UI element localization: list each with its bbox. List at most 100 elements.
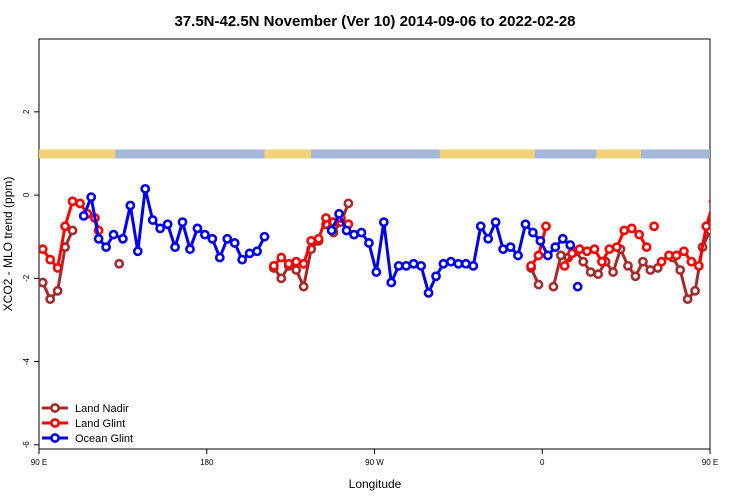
data-point [729,194,736,201]
data-point [483,233,494,244]
data-point [67,225,78,236]
legend-swatch-marker [50,433,60,443]
data-point [75,198,85,209]
data-point [693,260,704,271]
data-point [736,227,743,234]
data-point [708,198,710,205]
data-point [343,198,354,209]
data-point [52,263,63,273]
data-point [732,214,739,221]
data-point [513,250,523,261]
legend: Land Nadir Land Glint Ocean Glint [42,403,133,445]
data-point [736,235,743,242]
data-point [192,223,203,234]
data-point [259,231,270,242]
data-point [386,277,397,288]
data-point [634,229,645,240]
data-point [222,233,233,244]
data-point [585,267,596,277]
data-point [565,240,576,250]
legend-swatch-marker [50,403,60,413]
data-point [60,221,70,232]
x-tick-label: 90 E [31,458,47,467]
data-point [490,217,501,228]
data-point [535,235,546,246]
data-point [533,250,544,261]
data-point [125,200,136,211]
data-point [498,244,509,255]
data-point [170,242,180,253]
data-point [550,242,561,253]
data-point [408,258,419,269]
data-point [86,192,97,203]
data-point [416,260,426,271]
legend-item-land-nadir: Land Nadir [42,403,129,415]
data-point [690,285,700,296]
data-point [548,281,559,292]
data-point [276,252,287,263]
data-point [132,246,143,257]
data-point [306,235,317,246]
legend-label: Land Nadir [75,403,129,415]
data-point [393,260,404,271]
data-point [155,223,166,234]
data-point [593,269,604,280]
data-point [185,244,195,255]
y-tick-label: 2 [22,109,31,114]
chart-title: 37.5N-42.5N November (Ver 10) 2014-09-06… [174,13,575,30]
y-axis: 2 0 -2 -4 -6 [22,109,39,448]
data-point [589,244,600,255]
data-point [649,221,659,232]
data-point [675,265,686,275]
data-point [326,225,337,236]
data-point [268,260,279,271]
data-point [378,217,389,228]
data-point [559,260,570,271]
data-point [619,225,630,236]
data-point [557,233,568,244]
data-point [542,250,553,261]
y-tick-label: -6 [22,441,31,449]
data-point [641,242,652,253]
x-tick-label: 0 [540,458,545,467]
data-point [276,273,287,284]
data-point [578,256,589,267]
land-segment [439,149,535,159]
y-tick-label: -4 [22,357,31,365]
data-point [453,258,464,269]
data-point [438,258,449,269]
ocean-band [39,149,710,159]
data-point [630,271,641,282]
data-point [656,256,667,267]
data-point [177,217,188,228]
data-point [298,258,309,269]
data-point [475,221,486,232]
data-point [147,215,158,225]
data-point [574,244,585,255]
data-point [313,233,324,244]
data-point [572,281,583,292]
legend-item-ocean-glint: Ocean Glint [42,433,133,445]
data-point [721,212,728,219]
data-point [555,250,566,261]
data-point [626,223,637,234]
land-segment [710,149,750,158]
data-point [101,242,111,253]
data-point [645,265,656,275]
series-layer [39,183,750,305]
data-point [78,211,89,221]
data-point [283,258,294,269]
data-point [199,229,210,240]
data-point [582,246,592,257]
data-point [45,254,56,265]
land-segment [39,149,116,159]
data-point [356,227,367,238]
data-point [679,246,689,257]
data-point [67,196,78,207]
data-point [52,285,63,296]
data-point [671,250,682,261]
land-ocean-band [39,149,750,159]
data-point [108,229,119,240]
series-line [725,189,750,251]
